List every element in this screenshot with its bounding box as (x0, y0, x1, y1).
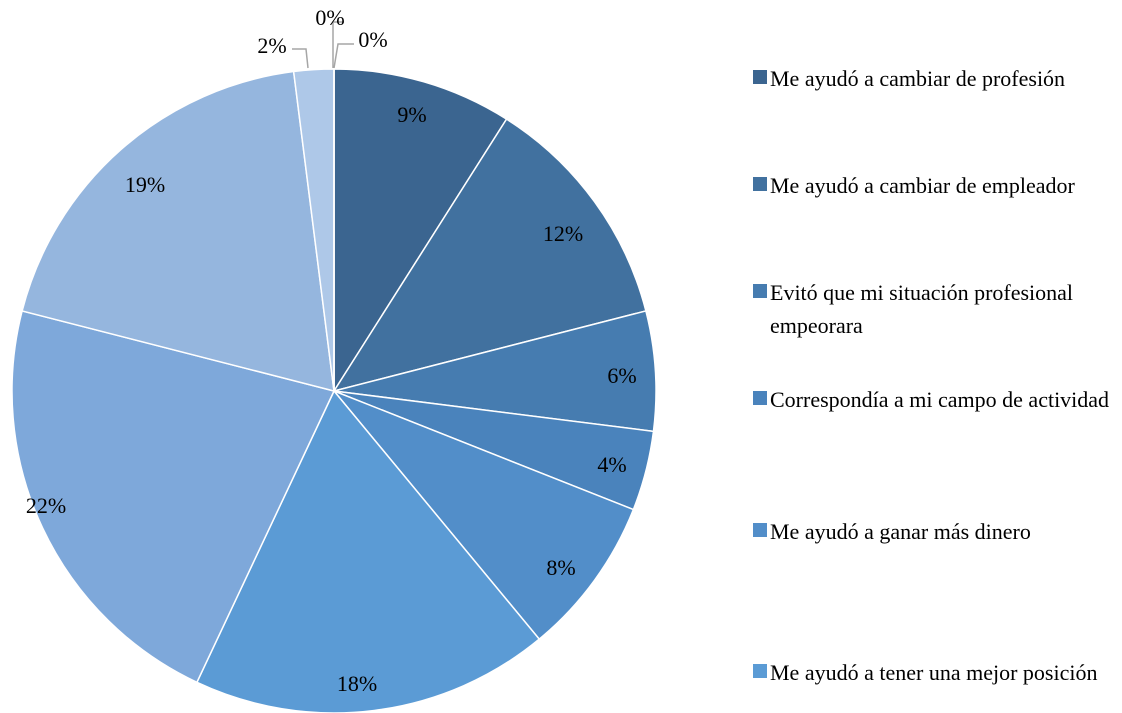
legend-entry: Me ayudó a ganar más dinero (753, 515, 1122, 548)
legend-entry: Me ayudó a tener una mejor posición (753, 656, 1122, 689)
data-label: 2% (257, 33, 286, 58)
data-label: 0% (315, 5, 344, 30)
data-label: 12% (543, 221, 583, 246)
legend-swatch (753, 70, 767, 84)
legend-swatch (753, 177, 767, 191)
legend-swatch (753, 284, 767, 298)
leader-line (292, 48, 309, 69)
legend-swatch (753, 523, 767, 537)
legend-entry: Evitó que mi situación profesional empeo… (753, 276, 1122, 342)
data-label: 8% (546, 555, 575, 580)
legend-label: Evitó que mi situación profesional empeo… (770, 280, 1074, 338)
data-label: 9% (397, 102, 426, 127)
leader-line (333, 43, 354, 69)
legend-swatch (753, 391, 767, 405)
data-label: 4% (597, 452, 626, 477)
legend-label: Me ayudó a cambiar de empleador (770, 173, 1075, 198)
legend-entry: Me ayudó a cambiar de profesión (753, 62, 1122, 95)
data-label: 6% (607, 363, 636, 388)
leader-line (332, 21, 344, 68)
data-label: 18% (337, 671, 377, 696)
legend-label: Correspondía a mi campo de actividad (770, 387, 1110, 412)
legend-label: Me ayudó a cambiar de profesión (770, 66, 1066, 91)
legend-entry: Correspondía a mi campo de actividad (753, 383, 1122, 416)
pie-slice (11, 310, 336, 684)
data-label: 0% (358, 27, 387, 52)
pie-slice (195, 389, 541, 713)
pie-slice (21, 70, 335, 393)
data-label: 22% (26, 493, 66, 518)
pie-slice (333, 68, 508, 394)
legend-label: Me ayudó a ganar más dinero (770, 519, 1031, 544)
pie-slice (333, 390, 635, 641)
pie-slice (333, 310, 657, 433)
legend-label: Me ayudó a tener una mejor posición (770, 660, 1098, 685)
legend-entry: Me ayudó a cambiar de empleador (753, 169, 1122, 202)
pie-slice (332, 118, 647, 393)
legend-swatch (753, 664, 767, 678)
data-label: 19% (125, 172, 165, 197)
